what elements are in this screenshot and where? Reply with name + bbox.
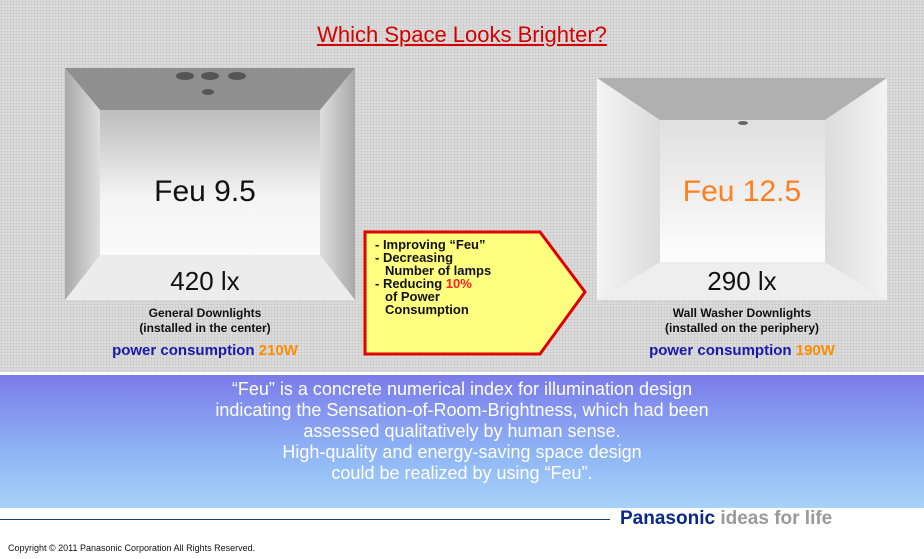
- caption-line: (installed on the periphery): [664, 321, 820, 335]
- feu-left: Feu 9.5: [154, 175, 256, 208]
- feu-right: Feu 12.5: [682, 175, 802, 208]
- description-line: High-quality and energy-saving space des…: [282, 442, 642, 462]
- arrow-line: Consumption: [385, 302, 469, 317]
- arrow-line: Number of lamps: [385, 263, 492, 278]
- lux-left: 420 lx: [170, 266, 240, 296]
- arrow-text: - Improving “Feu” - Decreasing Number of…: [375, 238, 491, 316]
- power-value: 210W: [258, 342, 298, 359]
- logo: Panasonic ideas for life: [620, 508, 924, 530]
- power-right: power consumption 190W: [572, 342, 912, 359]
- description-line: could be realized by using “Feu”.: [331, 463, 593, 483]
- power-value: 190W: [795, 342, 835, 359]
- power-left: power consumption 210W: [35, 342, 375, 359]
- title: Which Space Looks Brighter?: [317, 22, 607, 47]
- copyright: Copyright © 2011 Panasonic Corporation A…: [8, 543, 256, 553]
- room-right: [597, 78, 887, 300]
- description-box: “Feu” is a concrete numerical index for …: [0, 375, 924, 508]
- illustrations: [65, 68, 887, 356]
- caption-right: Wall Washer Downlights (installed on the …: [582, 306, 902, 336]
- caption-line: Wall Washer Downlights: [672, 306, 812, 320]
- power-label: power consumption: [112, 342, 255, 359]
- description-line: indicating the Sensation-of-Room-Brightn…: [215, 400, 709, 420]
- tagline: ideas for life: [720, 508, 833, 529]
- arrow-highlight: 10%: [445, 276, 472, 291]
- arrow-shape: [363, 230, 587, 356]
- arrow-line: of Power: [385, 289, 440, 304]
- arrow-text-part: - Reducing: [375, 276, 443, 291]
- caption-line: (installed in the center): [139, 321, 271, 335]
- arrow-line: - Reducing 10%: [375, 277, 491, 290]
- caption-line: General Downlights: [148, 306, 262, 320]
- arrow-line: - Improving “Feu”: [375, 237, 486, 252]
- caption-left: General Downlights (installed in the cent…: [45, 306, 365, 336]
- room-left: [65, 68, 355, 300]
- lux-right: 290 lx: [707, 266, 777, 296]
- brand: Panasonic: [620, 508, 716, 529]
- description-line: assessed qualitatively by human sense.: [303, 421, 621, 441]
- power-label: power consumption: [649, 342, 792, 359]
- arrow-line: - Decreasing: [375, 250, 454, 265]
- description-line: “Feu” is a concrete numerical index for …: [231, 379, 693, 399]
- footer-rule: [0, 519, 610, 520]
